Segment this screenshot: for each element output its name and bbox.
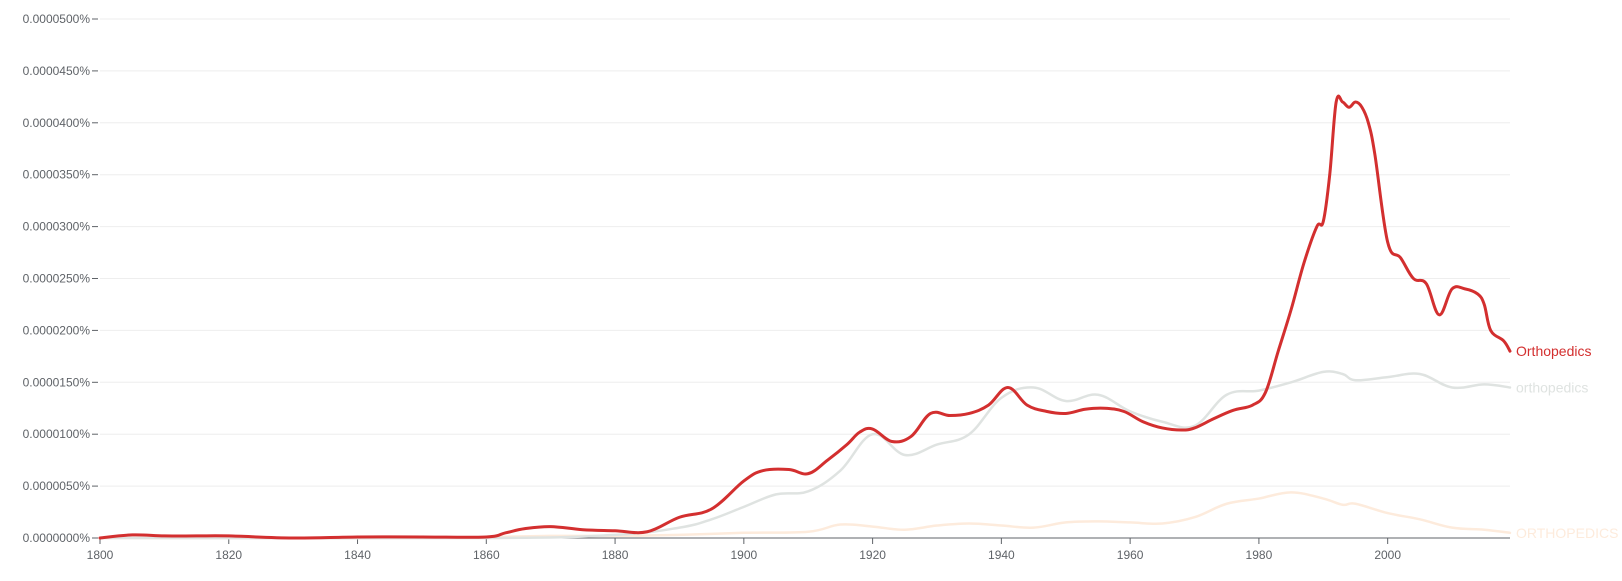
series-lines xyxy=(98,94,1512,540)
y-tick-label: 0.0000300% xyxy=(23,220,91,234)
x-tick-label: 1800 xyxy=(87,548,114,562)
x-tick-label: 1980 xyxy=(1246,548,1273,562)
series-label[interactable]: Orthopedics xyxy=(1516,343,1591,359)
gridlines xyxy=(100,18,1510,539)
y-tick-label: 0.0000050% xyxy=(23,479,91,493)
y-tick-label: 0.0000500% xyxy=(23,12,91,26)
x-tick-label: 1880 xyxy=(602,548,629,562)
x-tick-label: 1920 xyxy=(859,548,886,562)
y-tick-label: 0.0000100% xyxy=(23,427,91,441)
y-tick-label: 0.0000200% xyxy=(23,323,91,337)
x-tick-label: 1940 xyxy=(988,548,1015,562)
series-end-labels: ORTHOPEDICS orthopedics Orthopedics xyxy=(1516,343,1618,541)
series-label[interactable]: ORTHOPEDICS xyxy=(1516,525,1618,541)
series-line-orthopedics[interactable] xyxy=(98,370,1512,540)
y-tick-label: 0.0000350% xyxy=(23,168,91,182)
x-tick-label: 1840 xyxy=(344,548,371,562)
x-tick-label: 1820 xyxy=(215,548,242,562)
series-line-orthopedics[interactable] xyxy=(98,94,1512,540)
axes: 0.0000000% 0.0000050% 0.0000100% 0.0000150%… xyxy=(23,12,1510,562)
x-tick-label: 1900 xyxy=(730,548,757,562)
y-tick-label: 0.0000150% xyxy=(23,375,91,389)
y-tick-label: 0.0000400% xyxy=(23,116,91,130)
series-label[interactable]: orthopedics xyxy=(1516,379,1588,395)
series-line-orthopedics[interactable] xyxy=(98,491,1512,540)
y-tick-label: 0.0000000% xyxy=(23,531,91,545)
x-tick-label: 1860 xyxy=(473,548,500,562)
y-tick-label: 0.0000450% xyxy=(23,64,91,78)
x-tick-label: 1960 xyxy=(1117,548,1144,562)
x-tick-label: 2000 xyxy=(1374,548,1401,562)
y-tick-label: 0.0000250% xyxy=(23,272,91,286)
